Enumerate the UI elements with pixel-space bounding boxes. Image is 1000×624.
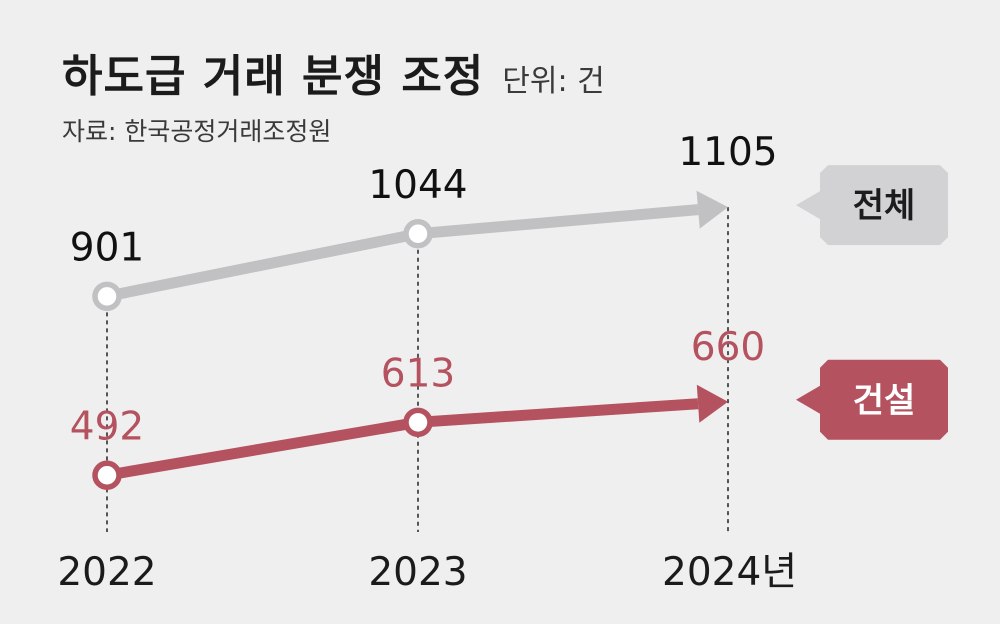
legend-label-0: 전체 [853,186,916,226]
data-label-0-0: 901 [70,225,144,270]
series-arrowhead-0 [696,190,728,229]
legend-tag-0 [796,165,948,246]
chart-title: 하도급 거래 분쟁 조정 [62,51,485,102]
series-line-1 [106,398,699,481]
data-label-1-1: 613 [381,351,455,396]
unit-label: 단위: 건 [502,64,605,99]
legend-label-1: 건설 [853,381,916,421]
x-tick-label-1: 2023 [368,550,467,595]
source-label: 자료: 한국공정거래조정원 [62,117,332,146]
x-tick-label-2: 2024년 [662,550,797,595]
series-arrowhead-1 [696,384,728,423]
x-tick-label-0: 2022 [57,550,156,595]
data-label-1-2: 660 [691,325,765,370]
data-point-0-1 [403,219,433,249]
data-point-0-0 [92,281,122,312]
series-line-0 [105,204,699,302]
title-row: 하도급 거래 분쟁 조정 단위: 건 [62,40,605,104]
data-label-1-0: 492 [70,404,144,449]
data-point-1-0 [92,460,122,490]
data-label-0-2: 1105 [678,130,777,175]
data-point-1-1 [403,407,433,438]
data-label-0-1: 1044 [368,163,467,208]
legend-tag-1 [796,359,948,440]
